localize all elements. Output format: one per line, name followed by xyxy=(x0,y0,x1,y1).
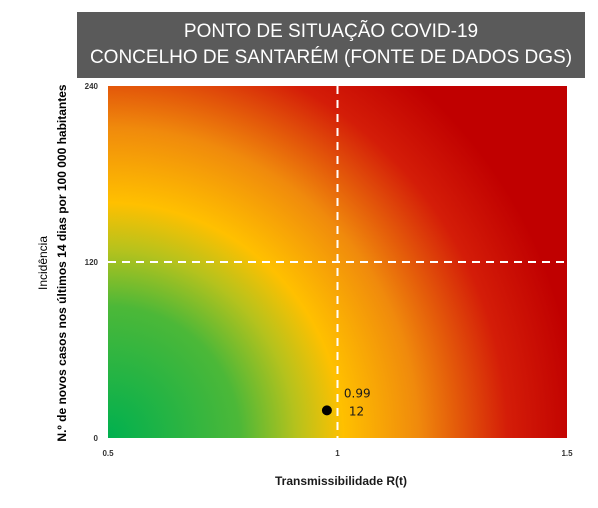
chart-title-banner: PONTO DE SITUAÇÃO COVID-19 CONCELHO DE S… xyxy=(77,12,585,78)
x-axis-label: Transmissibilidade R(t) xyxy=(275,474,407,488)
y-axis-ticks: 0 120 240 xyxy=(85,82,99,443)
chart-title-line-1: PONTO DE SITUAÇÃO COVID-19 xyxy=(183,21,479,42)
y-tick-label: 120 xyxy=(85,258,99,267)
data-point-label-rt: 0.99 xyxy=(344,386,371,400)
data-point-label-incidence: 12 xyxy=(349,404,364,418)
y-axis-label-line-1: Incidência xyxy=(36,236,50,290)
x-tick-label: 1.5 xyxy=(561,449,573,458)
x-axis-ticks: 0.5 1 1.5 xyxy=(102,449,573,458)
data-point-marker xyxy=(321,405,332,416)
y-tick-label: 0 xyxy=(94,434,99,443)
data-points: 0.99 12 xyxy=(321,386,371,418)
y-tick-label: 240 xyxy=(85,82,99,91)
x-tick-label: 0.5 xyxy=(102,449,114,458)
x-tick-label: 1 xyxy=(335,449,340,458)
y-axis-label-line-2: N.º de novos casos nos últimos 14 dias p… xyxy=(55,84,69,441)
chart-title-line-2: CONCELHO DE SANTARÉM (FONTE DE DADOS DGS… xyxy=(89,47,573,68)
